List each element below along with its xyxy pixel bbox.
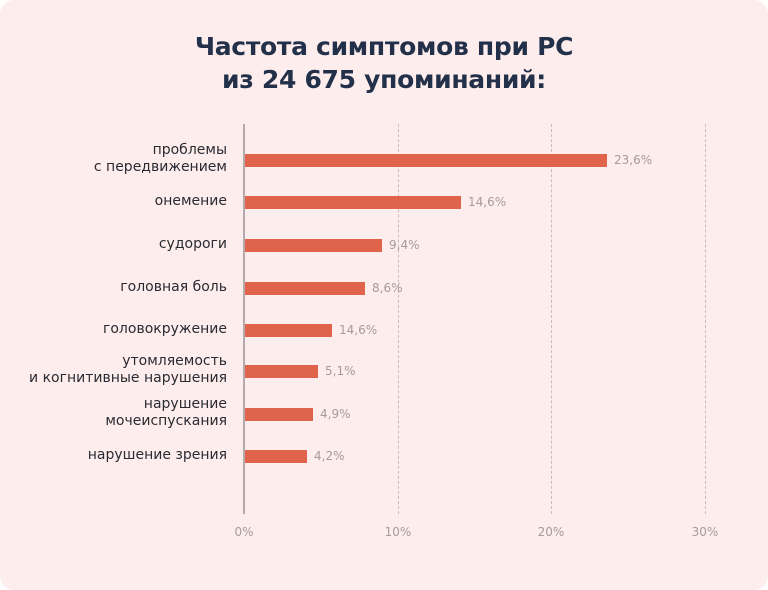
- x-tick-label: 10%: [384, 525, 412, 539]
- value-label: 14,6%: [339, 323, 378, 337]
- category-label: нарушение зрения: [88, 447, 227, 464]
- value-label: 23,6%: [614, 153, 653, 167]
- category-label-line: проблемы: [152, 142, 227, 158]
- category-label: судороги: [159, 236, 227, 253]
- bar: [245, 324, 332, 337]
- category-label-line: нарушение: [143, 396, 227, 412]
- category-label-line: и когнитивные нарушения: [29, 370, 227, 386]
- value-label: 4,9%: [320, 407, 351, 421]
- chart-title-line-1: Частота симптомов при РС: [194, 32, 574, 61]
- category-label-line: судороги: [158, 236, 227, 252]
- category-label: головная боль: [120, 279, 227, 296]
- chart-title-line-2: из 24 675 упоминаний:: [222, 65, 546, 94]
- bar: [245, 408, 313, 421]
- bar: [245, 154, 607, 167]
- category-label-line: головокружение: [103, 321, 227, 337]
- category-label: утомляемость и когнитивные нарушения: [29, 353, 227, 387]
- bar: [245, 282, 365, 295]
- category-label-line: мочеиспускания: [105, 413, 227, 429]
- category-label: головокружение: [103, 321, 227, 338]
- value-label: 8,6%: [372, 281, 403, 295]
- category-label-line: нарушение зрения: [87, 447, 227, 463]
- bar: [245, 450, 307, 463]
- value-label: 4,2%: [314, 449, 345, 463]
- value-label: 5,1%: [325, 364, 356, 378]
- value-label: 14,6%: [468, 195, 507, 209]
- bar: [245, 365, 318, 378]
- category-label-line: онемение: [154, 193, 227, 209]
- x-tick-label: 0%: [234, 525, 254, 539]
- chart-title: Частота симптомов при РС из 24 675 упоми…: [0, 30, 768, 96]
- category-label-line: утомляемость: [122, 353, 227, 369]
- category-label: онемение: [155, 193, 227, 210]
- bar: [245, 196, 461, 209]
- x-tick-label: 20%: [537, 525, 565, 539]
- category-label: нарушение мочеиспускания: [105, 396, 227, 430]
- y-axis-line: [243, 124, 245, 514]
- value-label: 9,4%: [389, 238, 420, 252]
- gridline-10: [398, 124, 399, 514]
- x-tick-label: 30%: [691, 525, 719, 539]
- gridline-20: [551, 124, 552, 514]
- category-label: проблемы с передвижением: [94, 142, 227, 176]
- category-label-line: с передвижением: [93, 159, 227, 175]
- bar: [245, 239, 382, 252]
- category-label-line: головная боль: [120, 279, 227, 295]
- gridline-30: [705, 124, 706, 514]
